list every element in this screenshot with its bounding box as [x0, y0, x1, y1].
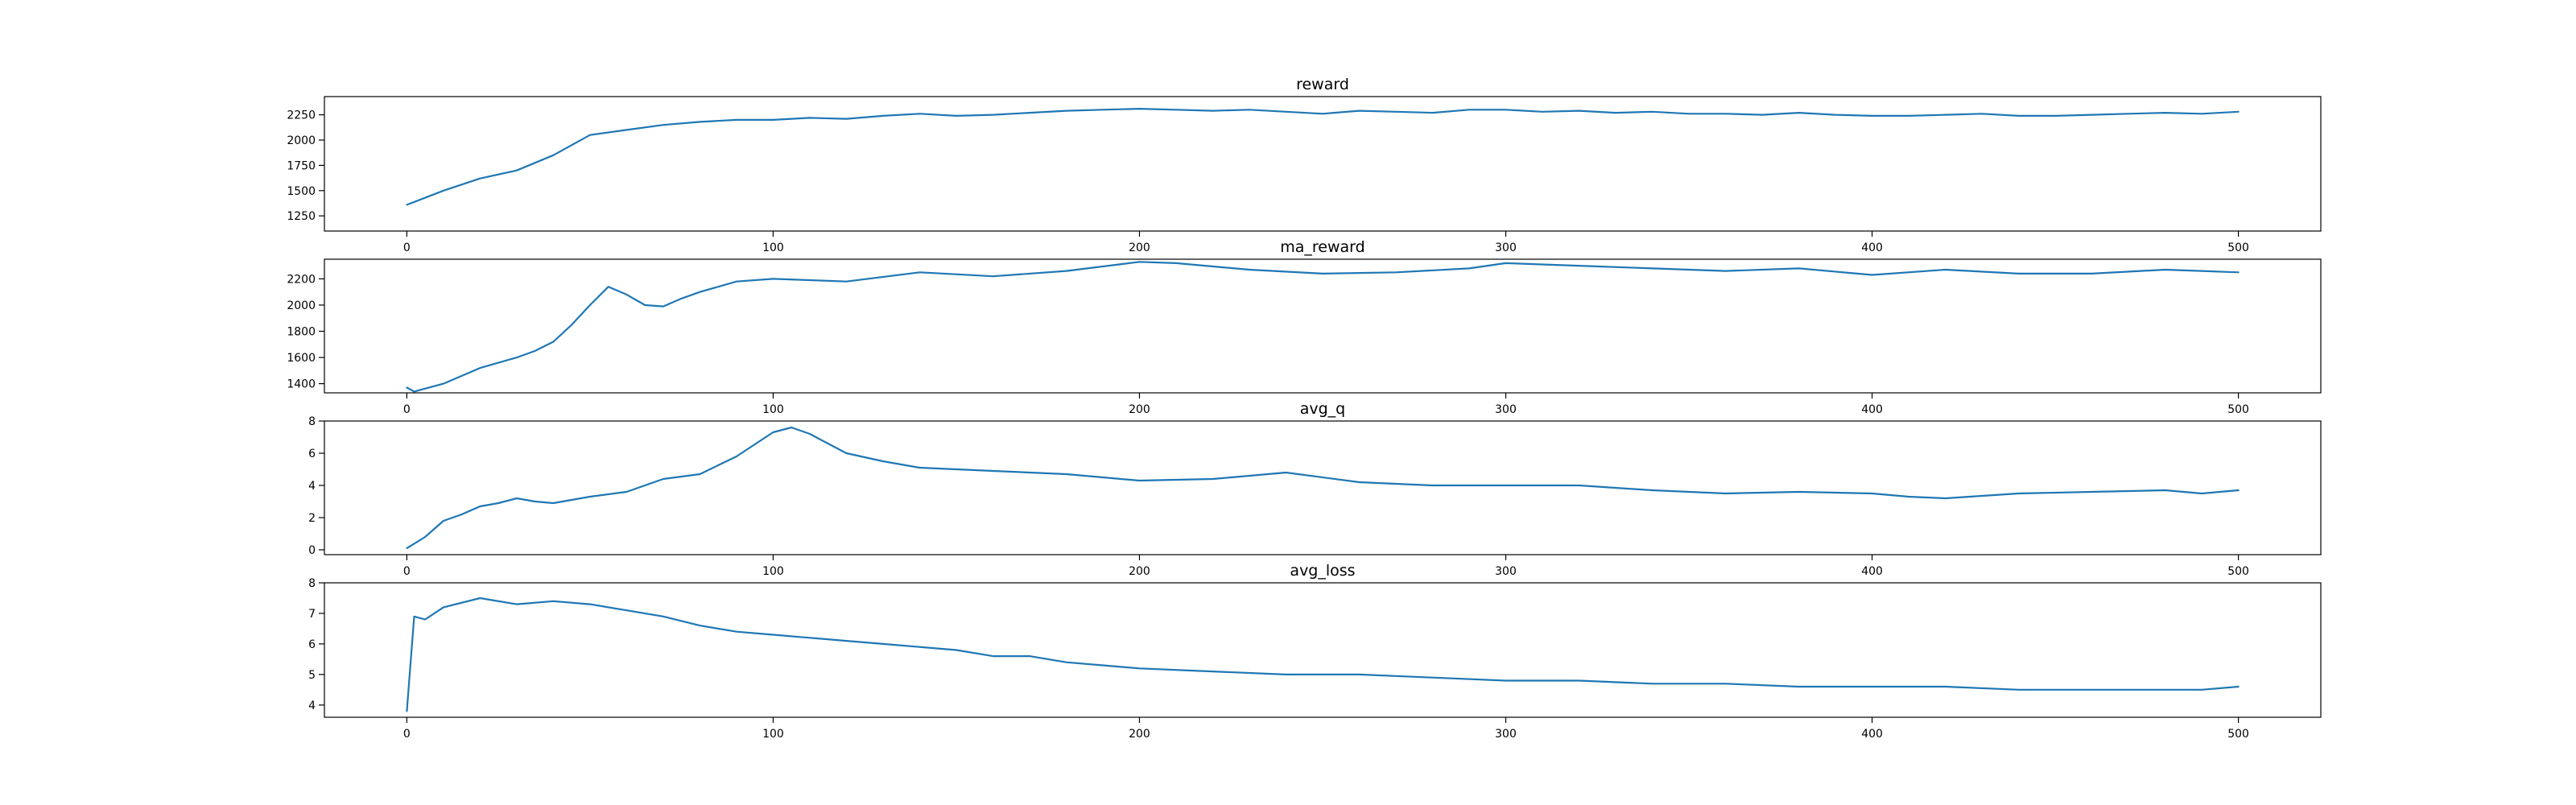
x-tick-label: 0	[403, 403, 411, 416]
y-tick-label: 4	[308, 480, 316, 493]
x-tick-label: 0	[403, 728, 411, 741]
subplot-avg_loss: 0 100 200 300 400 500 4 5 6 7 8 avg_loss	[308, 562, 2322, 741]
chart-title: avg_q	[1300, 400, 1346, 418]
axes-container: 0 100 200 300 400 50012501500175020002250rewa…	[287, 76, 2322, 741]
y-tick-label: 7	[308, 608, 316, 621]
y-tick-label: 1800	[287, 326, 316, 339]
chart-title: avg_loss	[1290, 562, 1355, 580]
axes-frame	[324, 420, 2322, 555]
y-tick-label: 5	[308, 669, 316, 682]
x-tick-label: 400	[1861, 242, 1883, 254]
y-tick-label: 1250	[287, 210, 316, 223]
y-tick-label: 2000	[287, 134, 316, 147]
y-tick-label: 2	[308, 512, 316, 525]
x-tick-label: 400	[1861, 728, 1883, 741]
y-tick-label: 2200	[287, 273, 316, 286]
chart-title: reward	[1296, 76, 1349, 93]
x-tick-label: 300	[1495, 242, 1517, 254]
y-tick-label: 1400	[287, 378, 316, 391]
x-tick-label: 200	[1129, 728, 1150, 741]
x-tick-label: 400	[1861, 565, 1883, 578]
series-line-avg_q	[406, 426, 2240, 550]
x-tick-label: 0	[403, 242, 411, 254]
subplot-avg_q: 0 100 200 300 400 500 0 2 4 6 8 avg_q	[308, 400, 2322, 578]
y-tick-label: 1500	[287, 185, 316, 198]
x-tick-label: 300	[1495, 728, 1517, 741]
y-tick-label: 8	[308, 415, 316, 428]
y-tick-label: 2250	[287, 109, 316, 122]
x-tick-label: 500	[2227, 565, 2249, 578]
x-tick-label: 400	[1861, 403, 1883, 416]
subplot-reward: 0 100 200 300 400 500 1250 1500 1750 2000 2250 rewa…	[287, 76, 2322, 254]
x-tick-label: 200	[1129, 403, 1150, 416]
axes-frame	[324, 258, 2322, 394]
y-tick-label: 1600	[287, 352, 316, 365]
series-line-avg_loss	[406, 597, 2240, 712]
chart-title: ma_reward	[1280, 238, 1364, 256]
y-tick-label: 8	[308, 577, 316, 590]
x-tick-label: 500	[2227, 728, 2249, 741]
x-tick-label: 200	[1129, 565, 1150, 578]
x-tick-label: 100	[762, 728, 784, 741]
axes-frame	[324, 582, 2322, 718]
x-tick-label: 0	[403, 565, 411, 578]
x-tick-label: 300	[1495, 565, 1517, 578]
x-tick-label: 300	[1495, 403, 1517, 416]
series-line-ma_reward	[406, 261, 2240, 393]
y-tick-label: 1750	[287, 159, 316, 172]
subplot-ma_reward: 0 100 200 300 400 50014001600180020002200ma_r…	[287, 238, 2322, 416]
x-tick-label: 100	[762, 565, 784, 578]
y-tick-label: 2000	[287, 299, 316, 312]
series-line-reward	[406, 108, 2240, 206]
x-tick-label: 500	[2227, 403, 2249, 416]
x-tick-label: 100	[762, 242, 784, 254]
x-tick-label: 100	[762, 403, 784, 416]
y-tick-label: 6	[308, 448, 316, 460]
axes-frame	[324, 96, 2322, 232]
x-tick-label: 200	[1129, 242, 1150, 254]
y-tick-label: 6	[308, 638, 316, 651]
y-tick-label: 4	[308, 700, 316, 712]
x-tick-label: 500	[2227, 242, 2249, 254]
y-tick-label: 0	[308, 544, 316, 557]
